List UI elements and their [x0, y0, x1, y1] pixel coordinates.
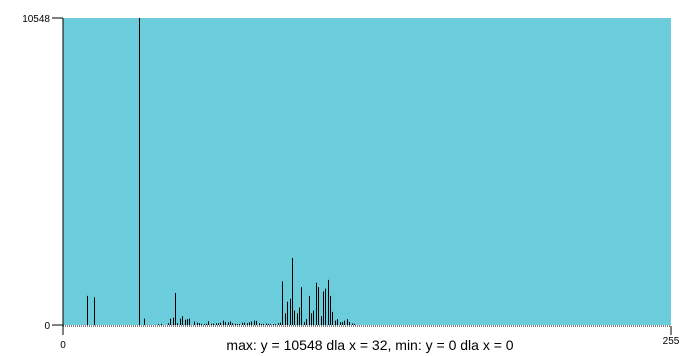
x-tick-label-max: 255 [663, 336, 680, 347]
bar-series [87, 18, 355, 325]
chart-caption: max: y = 10548 dla x = 32, min: y = 0 dl… [226, 337, 513, 353]
plot-area [63, 18, 671, 325]
y-tick-label-max: 10548 [22, 14, 50, 25]
x-tick-label-min: 0 [60, 340, 66, 351]
y-tick-label-min: 0 [44, 321, 50, 332]
